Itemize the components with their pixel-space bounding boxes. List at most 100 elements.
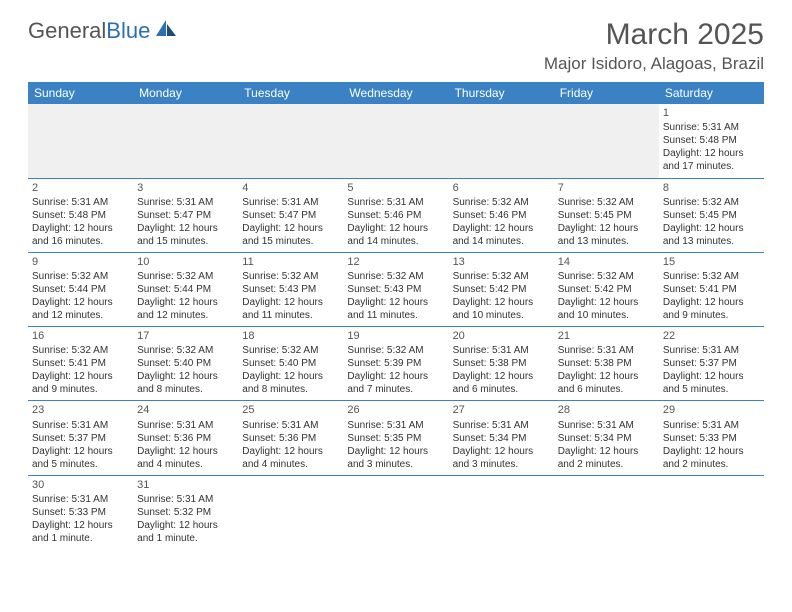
calendar-cell: 18Sunrise: 5:32 AMSunset: 5:40 PMDayligh… xyxy=(238,327,343,401)
cell-daylight2: and 13 minutes. xyxy=(663,235,760,248)
cell-sunrise: Sunrise: 5:32 AM xyxy=(242,270,339,283)
day-number: 14 xyxy=(558,255,655,269)
day-number: 25 xyxy=(242,403,339,417)
cell-daylight2: and 8 minutes. xyxy=(137,383,234,396)
day-number: 23 xyxy=(32,403,129,417)
calendar-cell xyxy=(659,475,764,549)
calendar-cell: 25Sunrise: 5:31 AMSunset: 5:36 PMDayligh… xyxy=(238,401,343,475)
calendar-cell: 6Sunrise: 5:32 AMSunset: 5:46 PMDaylight… xyxy=(449,178,554,252)
cell-daylight2: and 12 minutes. xyxy=(137,309,234,322)
cell-daylight1: Daylight: 12 hours xyxy=(347,445,444,458)
calendar-cell: 16Sunrise: 5:32 AMSunset: 5:41 PMDayligh… xyxy=(28,327,133,401)
cell-sunset: Sunset: 5:36 PM xyxy=(137,432,234,445)
cell-sunset: Sunset: 5:39 PM xyxy=(347,357,444,370)
cell-sunset: Sunset: 5:32 PM xyxy=(137,506,234,519)
calendar-row: 9Sunrise: 5:32 AMSunset: 5:44 PMDaylight… xyxy=(28,252,764,326)
header: GeneralBlue March 2025 Major Isidoro, Al… xyxy=(28,18,764,74)
calendar-cell xyxy=(449,475,554,549)
cell-daylight1: Daylight: 12 hours xyxy=(137,519,234,532)
calendar-cell: 12Sunrise: 5:32 AMSunset: 5:43 PMDayligh… xyxy=(343,252,448,326)
cell-daylight1: Daylight: 12 hours xyxy=(137,222,234,235)
cell-daylight2: and 9 minutes. xyxy=(663,309,760,322)
day-number: 6 xyxy=(453,181,550,195)
cell-sunset: Sunset: 5:34 PM xyxy=(453,432,550,445)
cell-daylight2: and 10 minutes. xyxy=(558,309,655,322)
day-number: 17 xyxy=(137,329,234,343)
day-number: 20 xyxy=(453,329,550,343)
calendar-cell: 3Sunrise: 5:31 AMSunset: 5:47 PMDaylight… xyxy=(133,178,238,252)
cell-daylight2: and 8 minutes. xyxy=(242,383,339,396)
cell-daylight2: and 16 minutes. xyxy=(32,235,129,248)
cell-sunset: Sunset: 5:41 PM xyxy=(32,357,129,370)
cell-sunset: Sunset: 5:41 PM xyxy=(663,283,760,296)
day-header: Sunday xyxy=(28,82,133,104)
cell-sunrise: Sunrise: 5:31 AM xyxy=(663,419,760,432)
cell-sunrise: Sunrise: 5:31 AM xyxy=(137,493,234,506)
calendar-cell xyxy=(238,475,343,549)
cell-daylight1: Daylight: 12 hours xyxy=(32,296,129,309)
day-header: Friday xyxy=(554,82,659,104)
cell-sunrise: Sunrise: 5:32 AM xyxy=(663,196,760,209)
cell-sunrise: Sunrise: 5:31 AM xyxy=(558,419,655,432)
cell-daylight2: and 2 minutes. xyxy=(663,458,760,471)
day-number: 19 xyxy=(347,329,444,343)
day-number: 31 xyxy=(137,478,234,492)
cell-daylight1: Daylight: 12 hours xyxy=(663,147,760,160)
cell-daylight1: Daylight: 12 hours xyxy=(663,445,760,458)
calendar-cell: 26Sunrise: 5:31 AMSunset: 5:35 PMDayligh… xyxy=(343,401,448,475)
day-number: 4 xyxy=(242,181,339,195)
calendar-cell: 7Sunrise: 5:32 AMSunset: 5:45 PMDaylight… xyxy=(554,178,659,252)
calendar-cell: 19Sunrise: 5:32 AMSunset: 5:39 PMDayligh… xyxy=(343,327,448,401)
day-number: 26 xyxy=(347,403,444,417)
cell-sunset: Sunset: 5:40 PM xyxy=(137,357,234,370)
cell-sunset: Sunset: 5:47 PM xyxy=(242,209,339,222)
calendar-cell: 8Sunrise: 5:32 AMSunset: 5:45 PMDaylight… xyxy=(659,178,764,252)
calendar-cell: 2Sunrise: 5:31 AMSunset: 5:48 PMDaylight… xyxy=(28,178,133,252)
cell-daylight2: and 6 minutes. xyxy=(453,383,550,396)
day-number: 7 xyxy=(558,181,655,195)
day-number: 15 xyxy=(663,255,760,269)
cell-sunset: Sunset: 5:35 PM xyxy=(347,432,444,445)
cell-sunrise: Sunrise: 5:31 AM xyxy=(32,493,129,506)
cell-daylight2: and 4 minutes. xyxy=(137,458,234,471)
cell-sunrise: Sunrise: 5:31 AM xyxy=(663,344,760,357)
calendar-cell: 28Sunrise: 5:31 AMSunset: 5:34 PMDayligh… xyxy=(554,401,659,475)
calendar-row: 2Sunrise: 5:31 AMSunset: 5:48 PMDaylight… xyxy=(28,178,764,252)
calendar-cell: 30Sunrise: 5:31 AMSunset: 5:33 PMDayligh… xyxy=(28,475,133,549)
day-number: 21 xyxy=(558,329,655,343)
calendar-cell xyxy=(28,104,133,178)
cell-daylight1: Daylight: 12 hours xyxy=(453,370,550,383)
cell-daylight1: Daylight: 12 hours xyxy=(453,445,550,458)
cell-sunrise: Sunrise: 5:31 AM xyxy=(663,121,760,134)
cell-sunset: Sunset: 5:40 PM xyxy=(242,357,339,370)
cell-daylight2: and 1 minute. xyxy=(137,532,234,545)
cell-sunset: Sunset: 5:36 PM xyxy=(242,432,339,445)
calendar-cell: 11Sunrise: 5:32 AMSunset: 5:43 PMDayligh… xyxy=(238,252,343,326)
cell-sunrise: Sunrise: 5:32 AM xyxy=(32,344,129,357)
cell-daylight1: Daylight: 12 hours xyxy=(32,370,129,383)
cell-sunset: Sunset: 5:42 PM xyxy=(558,283,655,296)
cell-sunrise: Sunrise: 5:32 AM xyxy=(663,270,760,283)
cell-daylight1: Daylight: 12 hours xyxy=(347,370,444,383)
cell-sunset: Sunset: 5:38 PM xyxy=(558,357,655,370)
cell-daylight1: Daylight: 12 hours xyxy=(242,222,339,235)
calendar-cell: 27Sunrise: 5:31 AMSunset: 5:34 PMDayligh… xyxy=(449,401,554,475)
calendar-table: Sunday Monday Tuesday Wednesday Thursday… xyxy=(28,82,764,549)
cell-daylight2: and 9 minutes. xyxy=(32,383,129,396)
cell-daylight2: and 11 minutes. xyxy=(347,309,444,322)
location: Major Isidoro, Alagoas, Brazil xyxy=(544,54,764,74)
cell-daylight1: Daylight: 12 hours xyxy=(453,222,550,235)
calendar-row: 1Sunrise: 5:31 AMSunset: 5:48 PMDaylight… xyxy=(28,104,764,178)
cell-daylight1: Daylight: 12 hours xyxy=(32,519,129,532)
cell-sunrise: Sunrise: 5:31 AM xyxy=(453,419,550,432)
calendar-cell: 15Sunrise: 5:32 AMSunset: 5:41 PMDayligh… xyxy=(659,252,764,326)
cell-daylight2: and 17 minutes. xyxy=(663,160,760,173)
header-right: March 2025 Major Isidoro, Alagoas, Brazi… xyxy=(544,18,764,74)
cell-sunrise: Sunrise: 5:32 AM xyxy=(558,196,655,209)
cell-sunrise: Sunrise: 5:31 AM xyxy=(347,196,444,209)
calendar-row: 16Sunrise: 5:32 AMSunset: 5:41 PMDayligh… xyxy=(28,327,764,401)
calendar-cell: 22Sunrise: 5:31 AMSunset: 5:37 PMDayligh… xyxy=(659,327,764,401)
cell-daylight2: and 1 minute. xyxy=(32,532,129,545)
calendar-row: 23Sunrise: 5:31 AMSunset: 5:37 PMDayligh… xyxy=(28,401,764,475)
cell-daylight2: and 15 minutes. xyxy=(137,235,234,248)
